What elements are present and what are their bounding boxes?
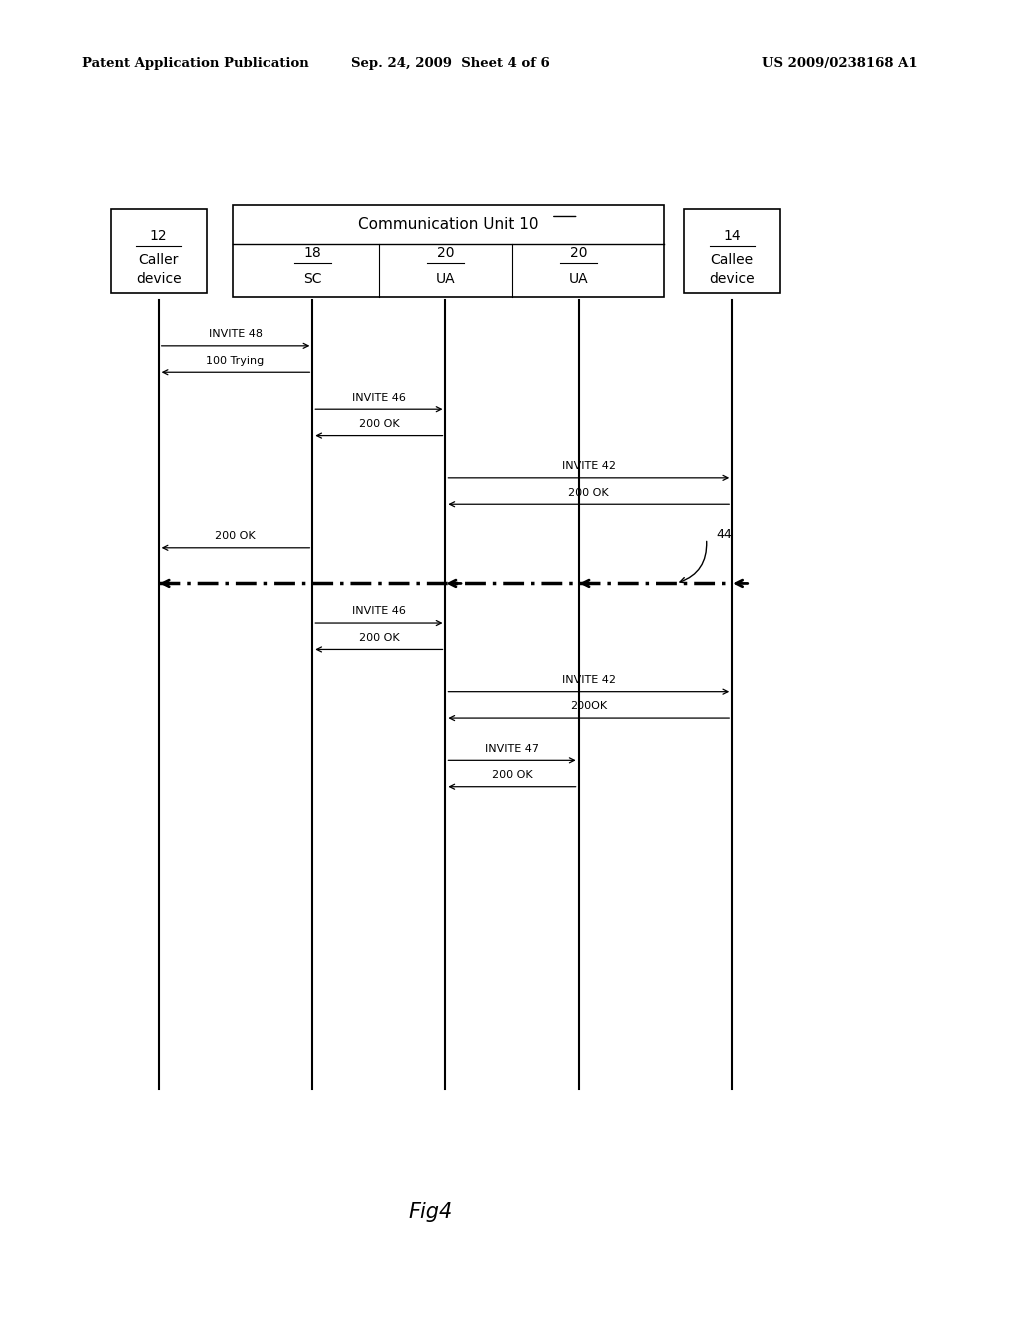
Text: 200 OK: 200 OK xyxy=(568,487,609,498)
Text: INVITE 48: INVITE 48 xyxy=(209,329,262,339)
Text: device: device xyxy=(136,272,181,285)
Text: UA: UA xyxy=(435,272,456,285)
Text: device: device xyxy=(710,272,755,285)
Text: 18: 18 xyxy=(303,246,322,260)
Text: INVITE 46: INVITE 46 xyxy=(352,606,406,616)
Text: Sep. 24, 2009  Sheet 4 of 6: Sep. 24, 2009 Sheet 4 of 6 xyxy=(351,57,550,70)
Text: INVITE 42: INVITE 42 xyxy=(562,461,615,471)
Text: 200 OK: 200 OK xyxy=(492,770,532,780)
Text: 44: 44 xyxy=(717,528,732,541)
Text: 100 Trying: 100 Trying xyxy=(207,355,264,366)
Text: 12: 12 xyxy=(150,228,168,243)
Text: Caller: Caller xyxy=(138,253,179,267)
Text: 200 OK: 200 OK xyxy=(358,632,399,643)
Text: Patent Application Publication: Patent Application Publication xyxy=(82,57,308,70)
Text: Fig4: Fig4 xyxy=(408,1201,453,1222)
Text: US 2009/0238168 A1: US 2009/0238168 A1 xyxy=(762,57,918,70)
Text: INVITE 47: INVITE 47 xyxy=(485,743,539,754)
Text: 20: 20 xyxy=(569,246,588,260)
FancyBboxPatch shape xyxy=(233,205,664,297)
Text: 200 OK: 200 OK xyxy=(215,531,256,541)
Text: SC: SC xyxy=(303,272,322,285)
Text: 14: 14 xyxy=(723,228,741,243)
FancyBboxPatch shape xyxy=(684,209,780,293)
Text: INVITE 42: INVITE 42 xyxy=(562,675,615,685)
FancyBboxPatch shape xyxy=(111,209,207,293)
Text: 200OK: 200OK xyxy=(570,701,607,711)
Text: INVITE 46: INVITE 46 xyxy=(352,392,406,403)
Text: 20: 20 xyxy=(436,246,455,260)
Text: Communication Unit 10: Communication Unit 10 xyxy=(358,216,539,232)
Text: UA: UA xyxy=(568,272,589,285)
Text: 200 OK: 200 OK xyxy=(358,418,399,429)
Text: Callee: Callee xyxy=(711,253,754,267)
